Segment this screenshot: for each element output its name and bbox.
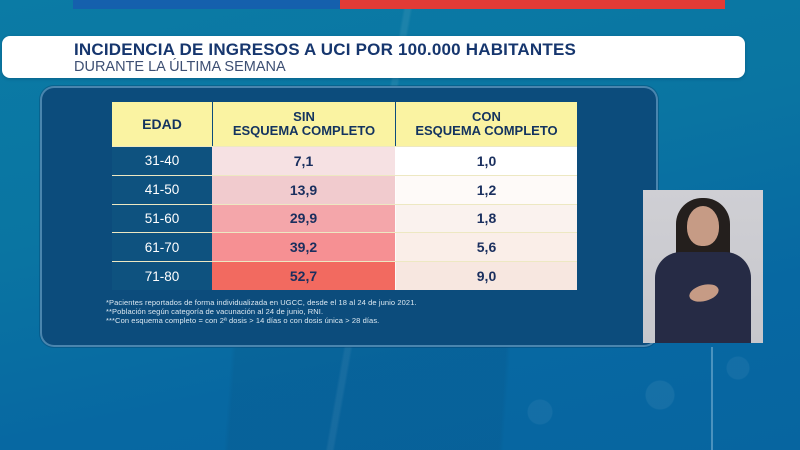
con-value-cell: 5,6 [395, 233, 577, 262]
footnote-3: ***Con esquema completo = con 2ª dosis >… [106, 316, 380, 325]
background-accent-line [711, 347, 713, 450]
con-value-cell: 9,0 [395, 262, 577, 290]
con-value-cell: 1,8 [395, 204, 577, 233]
age-cell: 71-80 [112, 262, 212, 290]
age-cell: 41-50 [112, 175, 212, 204]
sin-value-cell: 29,9 [212, 204, 395, 233]
sin-value-cell: 13,9 [212, 175, 395, 204]
sign-language-interpreter-video [643, 190, 763, 343]
government-banner [0, 0, 800, 9]
header-cell-con-esquema: CON ESQUEMA COMPLETO [395, 102, 577, 146]
title-card: INCIDENCIA DE INGRESOS A UCI POR 100.000… [2, 36, 745, 78]
header-cell-edad: EDAD [142, 116, 182, 132]
table-header-row: EDAD SIN ESQUEMA COMPLETO CON ESQUEMA CO… [112, 102, 577, 146]
data-panel: EDAD SIN ESQUEMA COMPLETO CON ESQUEMA CO… [40, 86, 658, 347]
footnotes: *Pacientes reportados de forma individua… [106, 298, 626, 325]
age-cell: 61-70 [112, 233, 212, 262]
banner-red-segment [340, 0, 725, 9]
table-row: 41-50 13,9 1,2 [112, 174, 577, 204]
age-cell: 51-60 [112, 204, 212, 233]
table-row: 51-60 29,9 1,8 [112, 203, 577, 233]
header-cell-sin-esquema: SIN ESQUEMA COMPLETO [212, 102, 395, 146]
con-value-cell: 1,0 [395, 147, 577, 175]
sin-value-cell: 7,1 [212, 147, 395, 175]
banner-blue-segment [73, 0, 340, 9]
interpreter-face [687, 206, 719, 246]
incidence-table: EDAD SIN ESQUEMA COMPLETO CON ESQUEMA CO… [112, 102, 577, 290]
table-row: 31-40 7,1 1,0 [112, 146, 577, 175]
table-row: 71-80 52,7 9,0 [112, 261, 577, 290]
age-cell: 31-40 [112, 147, 212, 175]
page-subtitle: DURANTE LA ÚLTIMA SEMANA [74, 59, 286, 75]
sin-value-cell: 52,7 [212, 262, 395, 290]
table-row: 61-70 39,2 5,6 [112, 232, 577, 262]
page-title: INCIDENCIA DE INGRESOS A UCI POR 100.000… [74, 40, 577, 59]
footnote-2: **Población según categoría de vacunació… [106, 307, 324, 316]
con-value-cell: 1,2 [395, 175, 577, 204]
footnote-1: *Pacientes reportados de forma individua… [106, 298, 417, 307]
sin-value-cell: 39,2 [212, 233, 395, 262]
